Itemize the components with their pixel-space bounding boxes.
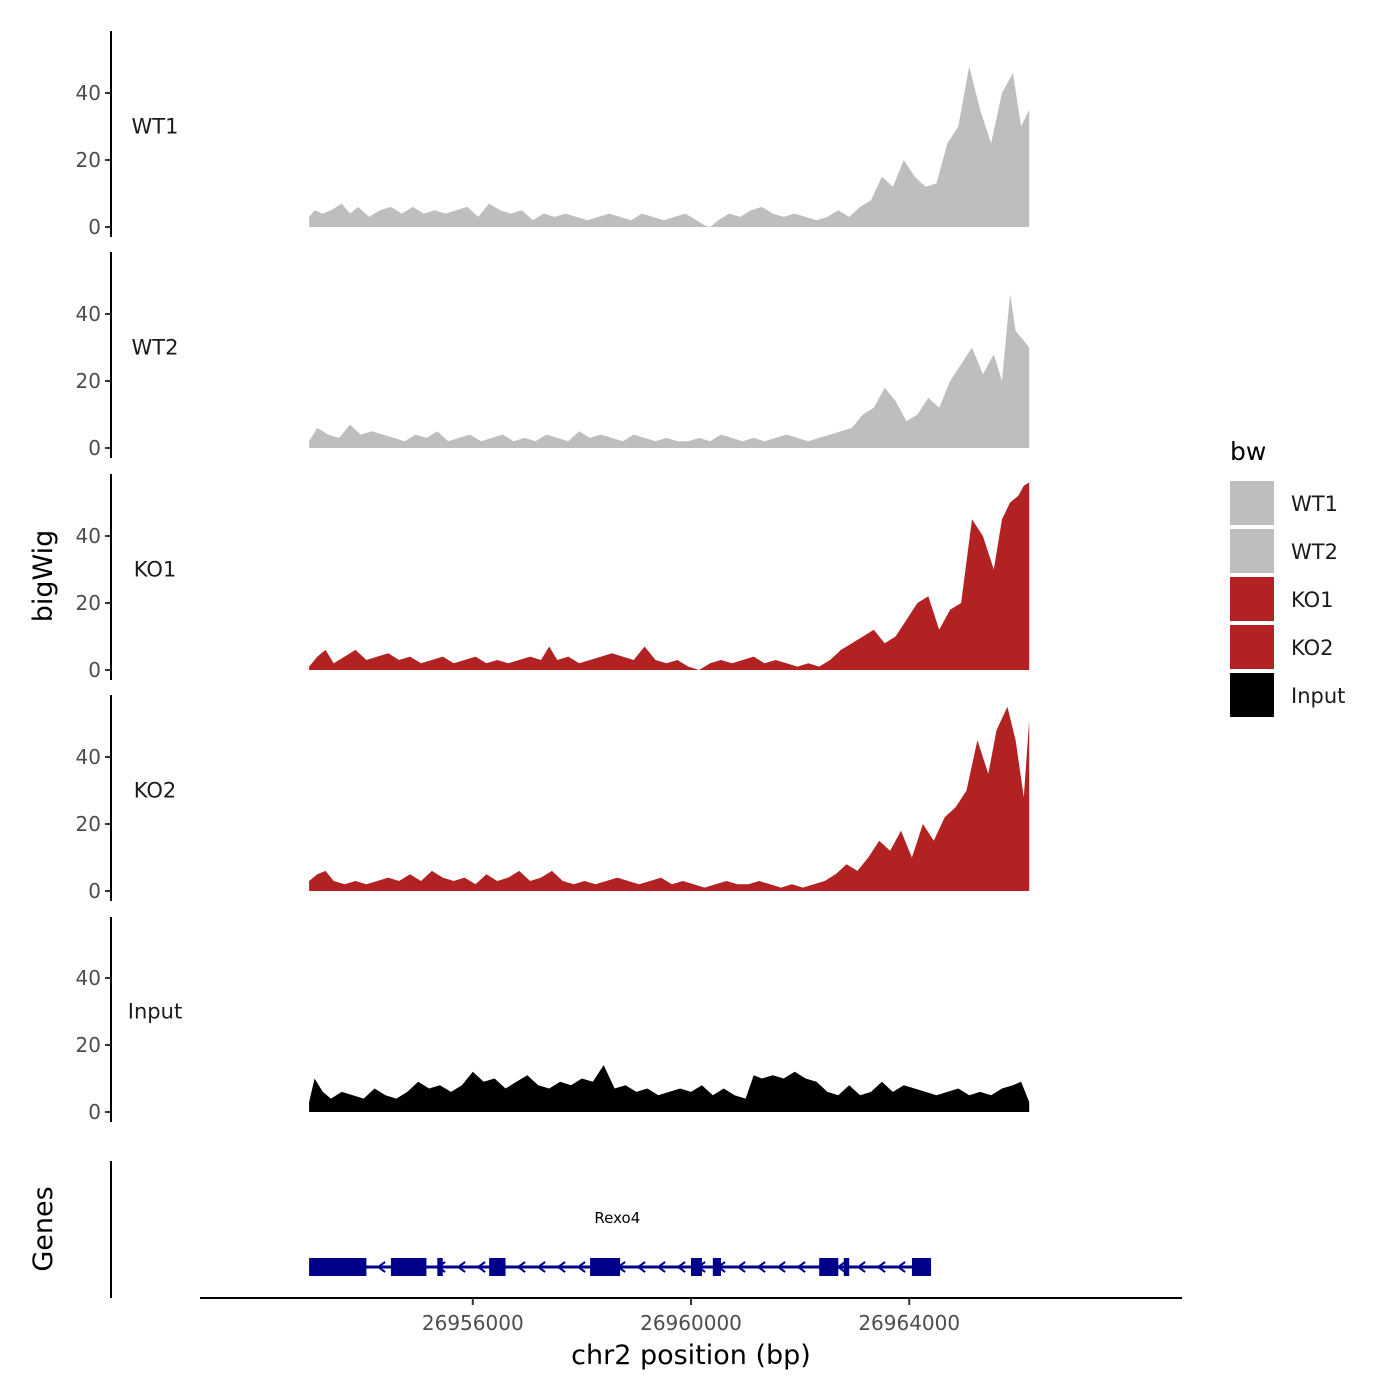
legend-label-ko2: KO2 xyxy=(1291,636,1334,660)
gene-exon xyxy=(437,1258,443,1276)
strand-arrow xyxy=(736,1261,746,1273)
gene-exon xyxy=(819,1258,839,1276)
y-tick-label: 40 xyxy=(76,745,101,769)
y-tick-label: 0 xyxy=(88,215,101,239)
x-tick-label: 26960000 xyxy=(640,1311,742,1335)
y-tick-label: 20 xyxy=(76,1033,101,1057)
x-tick-label: 26964000 xyxy=(858,1311,960,1335)
coverage-area-ko1 xyxy=(309,482,1030,670)
x-axis-title: chr2 position (bp) xyxy=(571,1340,811,1371)
legend: bw WT1 WT2 KO1 KO2 Input xyxy=(1230,437,1345,717)
strand-arrow xyxy=(796,1261,806,1273)
track-wt2: 0 20 40 WT2 xyxy=(76,252,1030,460)
y-tick-label: 20 xyxy=(76,591,101,615)
strand-arrow xyxy=(776,1261,786,1273)
legend-title: bw xyxy=(1230,437,1266,466)
strand-arrow xyxy=(476,1261,486,1273)
coverage-area-wt2 xyxy=(309,293,1030,448)
legend-label-wt1: WT1 xyxy=(1291,492,1338,516)
strand-arrow xyxy=(536,1261,546,1273)
gene-exon xyxy=(911,1258,932,1276)
track-panels: 0 20 40 WT1 0 20 40 WT2 0 20 40 KO1 0 20 40 KO2 0 20 40 Inp… xyxy=(76,31,1030,1124)
y-axis-title: bigWig xyxy=(28,530,59,623)
legend-swatch-wt2 xyxy=(1230,529,1274,573)
strand-arrow xyxy=(676,1261,686,1273)
gene-rexo4: Rexo4 xyxy=(309,1209,932,1276)
y-tick-label: 40 xyxy=(76,302,101,326)
gene-exon xyxy=(712,1258,722,1276)
legend-label-wt2: WT2 xyxy=(1291,540,1338,564)
coverage-area-input xyxy=(309,1065,1030,1112)
y-tick-label: 40 xyxy=(76,524,101,548)
legend-swatch-ko1 xyxy=(1230,577,1274,621)
y-tick-label: 0 xyxy=(88,436,101,460)
track-label: WT2 xyxy=(132,336,179,360)
legend-swatch-input xyxy=(1230,673,1274,717)
track-ko2: 0 20 40 KO2 xyxy=(76,695,1030,903)
y-tick-label: 20 xyxy=(76,812,101,836)
y-tick-label: 20 xyxy=(76,369,101,393)
genes-panel-title: Genes xyxy=(28,1186,59,1271)
y-tick-label: 0 xyxy=(88,658,101,682)
strand-arrow xyxy=(456,1261,466,1273)
gene-exon xyxy=(489,1258,506,1276)
track-label: Input xyxy=(128,1000,182,1024)
strand-arrow xyxy=(556,1261,566,1273)
coverage-area-ko2 xyxy=(309,706,1030,891)
gene-exon xyxy=(590,1258,621,1276)
legend-swatch-ko2 xyxy=(1230,625,1274,669)
gene-exon xyxy=(691,1258,702,1276)
y-tick-label: 20 xyxy=(76,148,101,172)
y-tick-label: 40 xyxy=(76,81,101,105)
strand-arrow xyxy=(896,1261,906,1273)
strand-arrow xyxy=(656,1261,666,1273)
legend-swatch-wt1 xyxy=(1230,481,1274,525)
track-label: KO2 xyxy=(134,779,177,803)
strand-arrow xyxy=(376,1261,386,1273)
strand-arrow xyxy=(636,1261,646,1273)
gene-exon xyxy=(390,1258,427,1276)
genes-panel: Genes Rexo4 xyxy=(28,1161,932,1298)
strand-arrow xyxy=(516,1261,526,1273)
track-label: KO1 xyxy=(134,558,177,582)
track-label: WT1 xyxy=(132,115,179,139)
strand-arrow xyxy=(856,1261,866,1273)
coverage-area-wt1 xyxy=(309,66,1030,227)
strand-arrow xyxy=(876,1261,886,1273)
gene-exon xyxy=(843,1258,850,1276)
y-tick-label: 0 xyxy=(88,1100,101,1124)
y-tick-label: 40 xyxy=(76,966,101,990)
strand-arrow xyxy=(756,1261,766,1273)
legend-label-ko1: KO1 xyxy=(1291,588,1334,612)
y-tick-label: 0 xyxy=(88,879,101,903)
gene-name-label: Rexo4 xyxy=(594,1209,640,1227)
x-tick-label: 26956000 xyxy=(422,1311,524,1335)
track-ko1: 0 20 40 KO1 xyxy=(76,474,1030,682)
legend-label-input: Input xyxy=(1291,684,1345,708)
strand-arrow xyxy=(576,1261,586,1273)
gene-exon xyxy=(309,1258,367,1276)
track-wt1: 0 20 40 WT1 xyxy=(76,31,1030,239)
x-axis: 26956000 26960000 26964000 xyxy=(200,1297,1182,1335)
track-input: 0 20 40 Input xyxy=(76,917,1030,1124)
